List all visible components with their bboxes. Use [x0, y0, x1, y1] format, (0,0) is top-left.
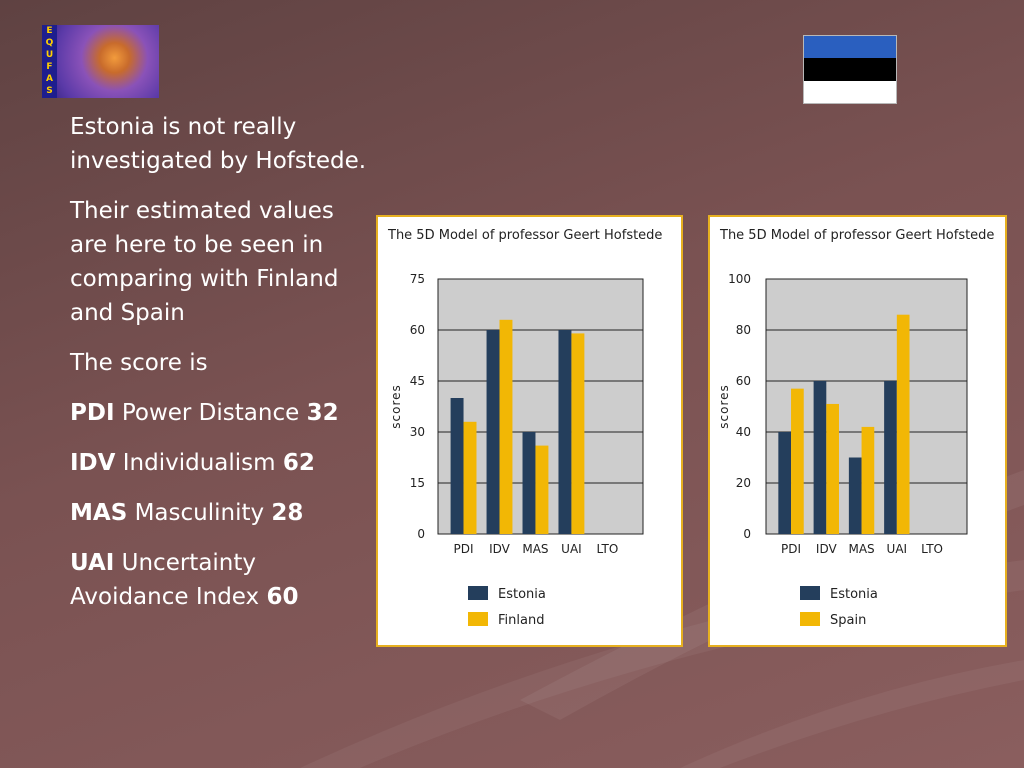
y-tick-label: 80: [736, 323, 751, 337]
x-tick-label: UAI: [887, 542, 908, 556]
y-tick-label: 0: [743, 527, 751, 541]
y-tick-label: 20: [736, 476, 751, 490]
x-tick-label: IDV: [489, 542, 511, 556]
x-tick-label: MAS: [522, 542, 548, 556]
score-value: 60: [266, 584, 299, 610]
equfas-logo: E Q U F A S: [42, 25, 159, 98]
bar-finland-mas: [535, 445, 549, 534]
y-axis-label: scores: [717, 384, 731, 429]
y-tick-label: 60: [736, 374, 751, 388]
score-name: Power Distance: [114, 400, 307, 426]
score-item-mas: MAS Masculinity 28: [70, 496, 370, 530]
explanation-paragraph: Their estimated values are here to be se…: [70, 198, 339, 326]
flag-stripe-black: [804, 58, 896, 81]
logo-letter: S: [46, 86, 53, 97]
y-tick-label: 100: [728, 272, 751, 286]
logo-letter: A: [46, 74, 53, 85]
bar-spain-mas: [861, 426, 875, 534]
score-item-idv: IDV Individualism 62: [70, 446, 370, 480]
chart-svg: The 5D Model of professor Geert Hofstede…: [387, 228, 662, 628]
score-abbr: PDI: [70, 400, 115, 426]
x-tick-label: MAS: [848, 542, 874, 556]
flag-stripe-white: [804, 80, 896, 103]
y-tick-label: 0: [417, 527, 425, 541]
x-tick-label: PDI: [454, 542, 474, 556]
y-tick-label: 15: [410, 476, 425, 490]
bar-spain-uai: [896, 314, 910, 534]
x-tick-label: LTO: [921, 542, 943, 556]
chart-title: The 5D Model of professor Geert Hofstede: [719, 228, 994, 243]
x-tick-label: LTO: [596, 542, 618, 556]
logo-letter: E: [46, 25, 53, 36]
bar-finland-pdi: [463, 421, 477, 534]
legend-label: Estonia: [830, 587, 878, 602]
score-abbr: IDV: [70, 450, 116, 476]
score-name: Masculinity: [127, 500, 272, 526]
bar-estonia-uai: [558, 330, 572, 534]
score-value: 62: [282, 450, 315, 476]
bar-finland-idv: [499, 319, 513, 534]
logo-letters: E Q U F A S: [42, 25, 57, 98]
finland-comparison-chart: The 5D Model of professor Geert Hofstede…: [376, 215, 683, 647]
legend-label: Finland: [498, 613, 544, 628]
text-panel: Estonia is not really investigated by Ho…: [70, 110, 370, 630]
score-item-uai: UAI Uncertainty Avoidance Index 60: [70, 546, 370, 614]
score-value: 32: [306, 400, 339, 426]
logo-letter: Q: [45, 37, 54, 48]
intro-paragraph: Estonia is not really investigated by Ho…: [70, 114, 367, 174]
chart-svg: The 5D Model of professor Geert Hofstede…: [717, 228, 994, 628]
logo-letter: F: [46, 62, 53, 73]
y-tick-label: 75: [410, 272, 425, 286]
bar-estonia-pdi: [778, 432, 792, 534]
bar-estonia-uai: [884, 381, 897, 534]
legend-label: Spain: [830, 613, 866, 628]
bar-estonia-idv: [486, 330, 500, 534]
score-abbr: MAS: [70, 500, 128, 526]
legend-swatch: [800, 612, 820, 626]
spain-comparison-chart: The 5D Model of professor Geert Hofstede…: [708, 215, 1007, 647]
bar-estonia-idv: [813, 381, 827, 534]
y-axis-label: scores: [389, 384, 403, 429]
y-tick-label: 30: [410, 425, 425, 439]
legend-swatch: [468, 586, 488, 600]
score-name: Uncertainty Avoidance Index: [70, 550, 267, 610]
bar-estonia-pdi: [450, 398, 464, 534]
score-value: 28: [271, 500, 304, 526]
x-tick-label: IDV: [816, 542, 838, 556]
flag-stripe-blue: [804, 36, 896, 59]
score-name: Individualism: [115, 450, 283, 476]
bar-estonia-mas: [522, 432, 536, 534]
legend-swatch: [800, 586, 820, 600]
legend-swatch: [468, 612, 488, 626]
y-tick-label: 45: [410, 374, 425, 388]
legend-label: Estonia: [498, 587, 546, 602]
x-tick-label: PDI: [781, 542, 801, 556]
logo-letter: U: [45, 49, 54, 60]
chart-title: The 5D Model of professor Geert Hofstede: [387, 228, 662, 243]
bar-finland-uai: [571, 333, 585, 534]
bar-spain-idv: [826, 403, 839, 534]
score-heading: The score is: [70, 350, 208, 376]
y-tick-label: 40: [736, 425, 751, 439]
score-item-pdi: PDI Power Distance 32: [70, 396, 370, 430]
x-tick-label: UAI: [561, 542, 582, 556]
y-tick-label: 60: [410, 323, 425, 337]
estonia-flag: [803, 35, 897, 104]
score-abbr: UAI: [70, 550, 115, 576]
bar-spain-pdi: [791, 388, 804, 534]
bar-estonia-mas: [848, 457, 862, 534]
